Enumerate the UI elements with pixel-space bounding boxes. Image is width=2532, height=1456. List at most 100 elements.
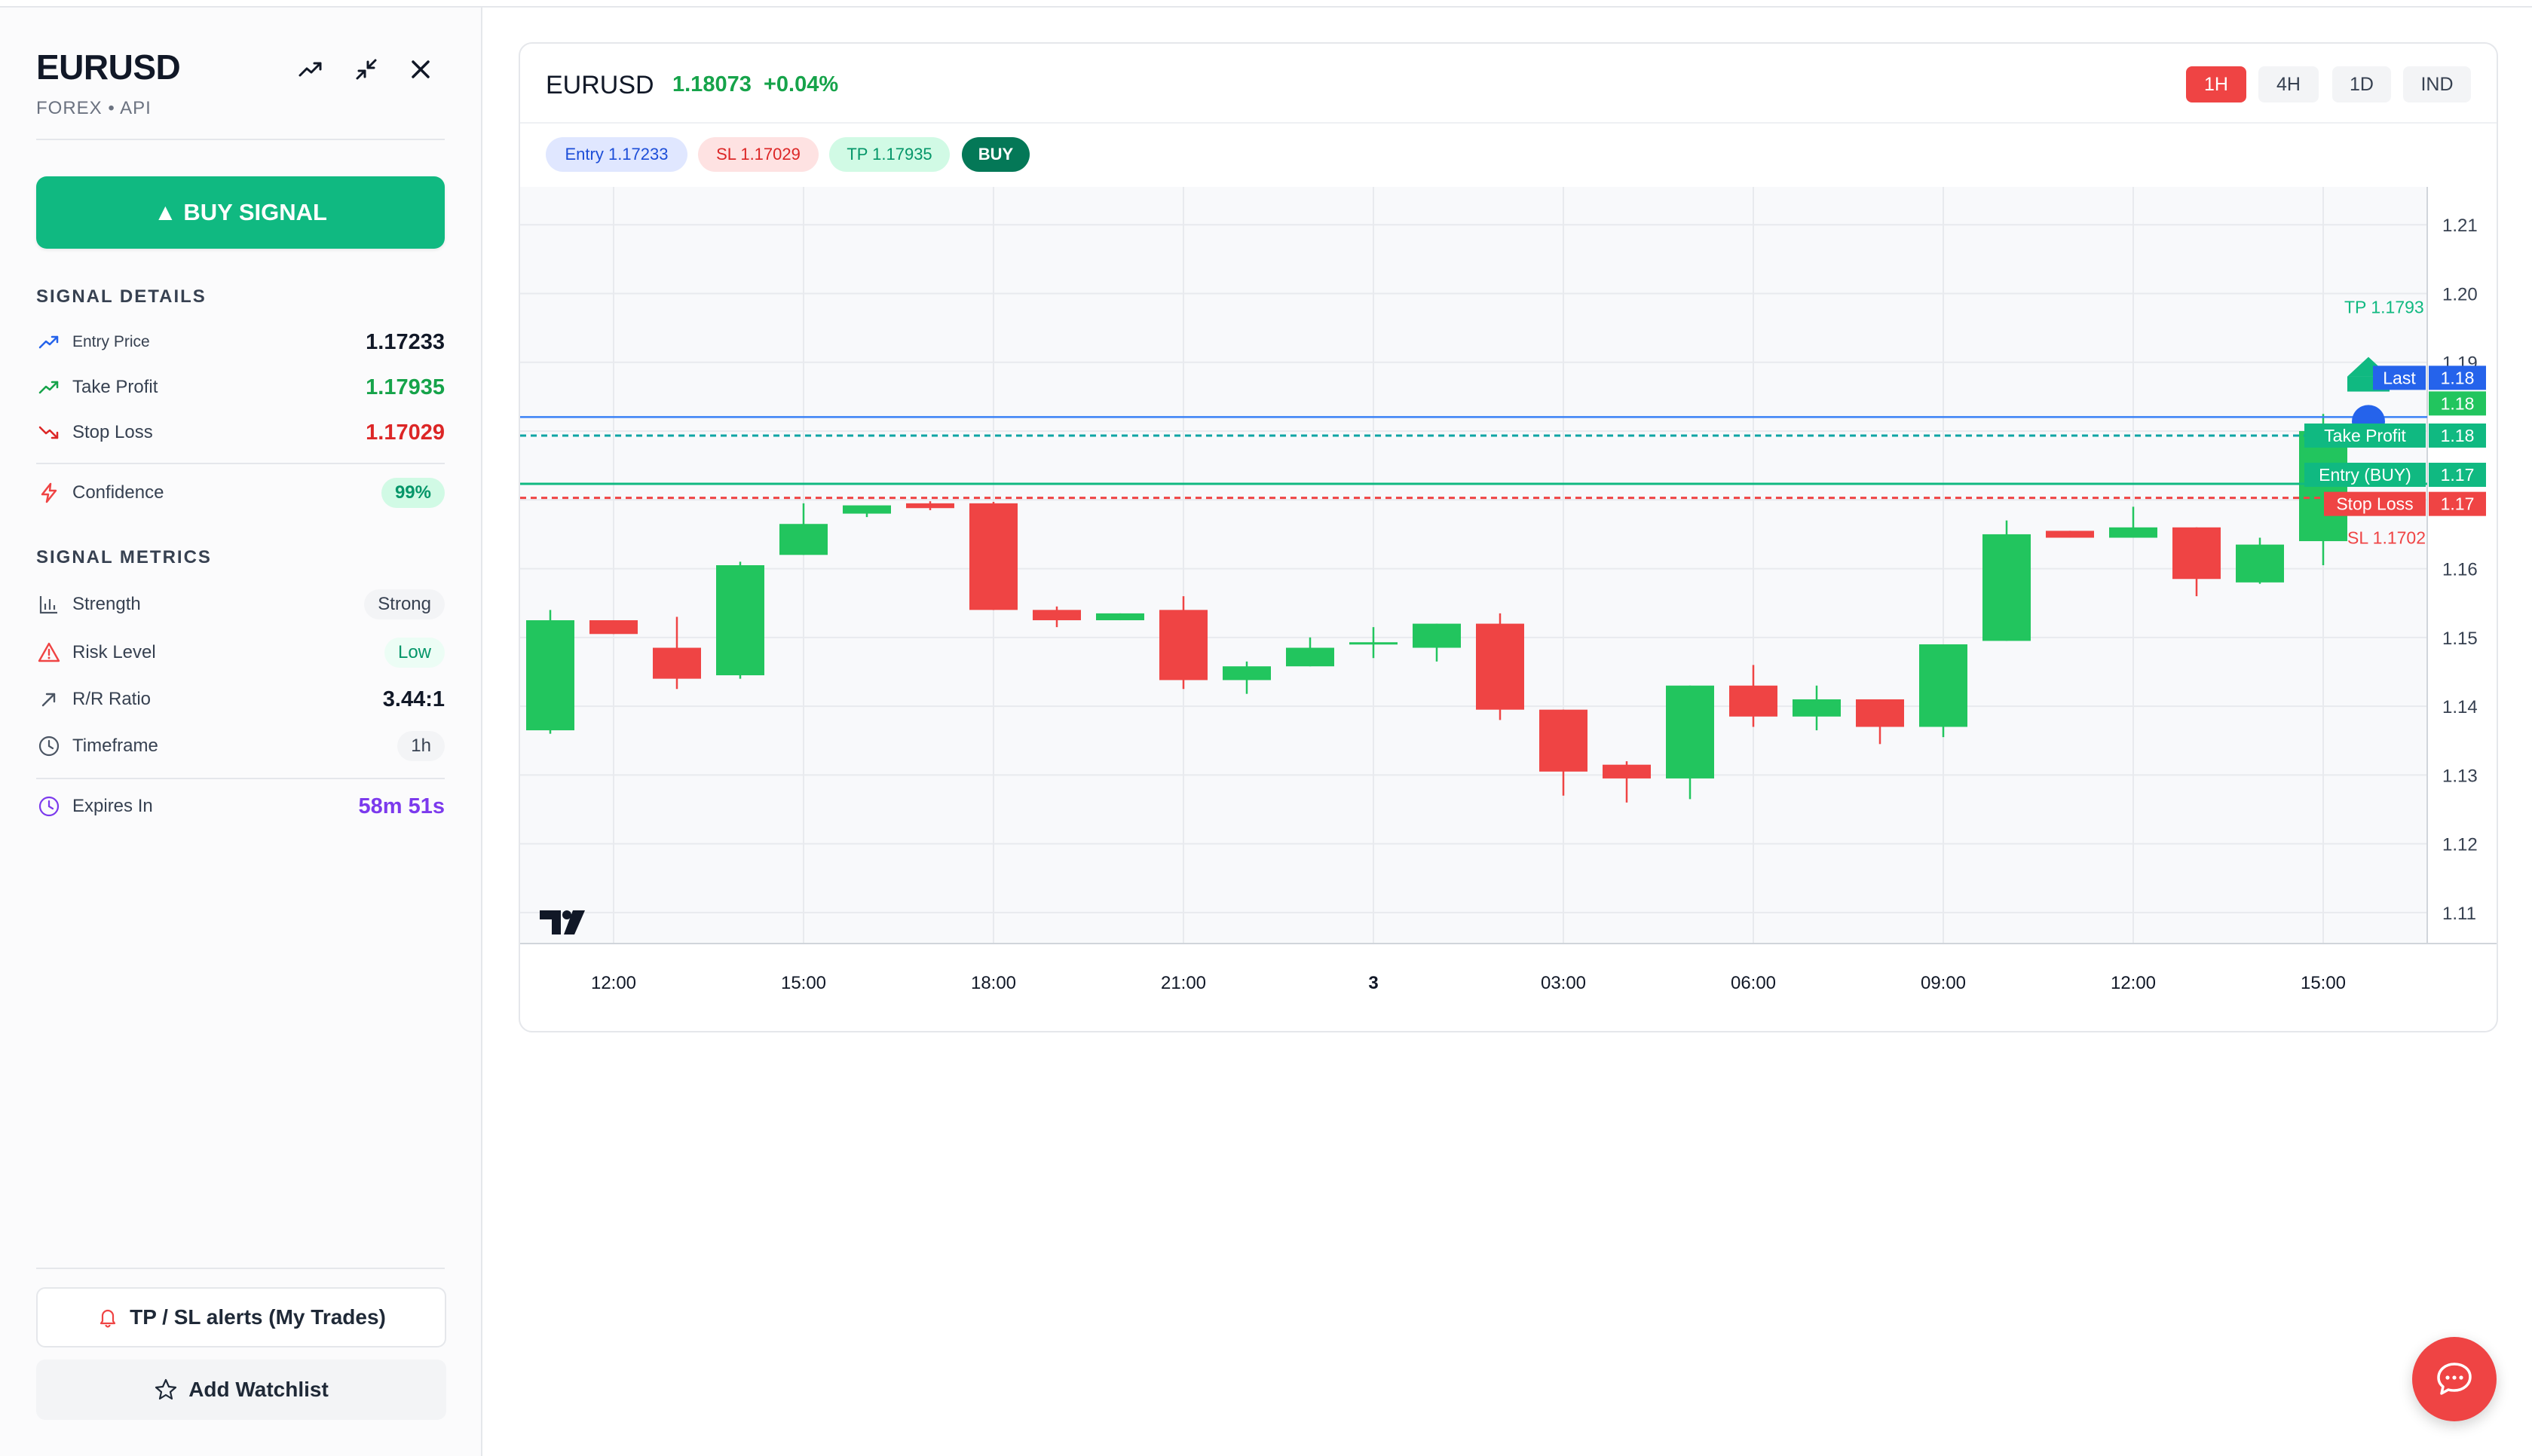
stop-loss-badge-value: 1.17 (2441, 494, 2475, 514)
entry-badge-value-bg (2429, 463, 2486, 488)
current-price-badge-value: 1.18 (2441, 393, 2475, 413)
signal-sidebar: EURUSD FOREX • API ▲ BUY SIGNAL SIGNAL D… (0, 8, 482, 1456)
buy-signal-button[interactable]: ▲ BUY SIGNAL (36, 176, 445, 249)
expires-label: Expires In (72, 796, 153, 816)
candle-body (1033, 610, 1081, 621)
tp-sl-alerts-label: TP / SL alerts (My Trades) (130, 1305, 386, 1329)
y-axis-tick-label: 1.15 (2442, 629, 2478, 649)
arrow-up-right-icon (36, 687, 62, 712)
timeframe-1h-button[interactable]: 1H (2186, 66, 2246, 102)
confidence-label: Confidence (72, 482, 164, 503)
x-axis-tick-label: 18:00 (971, 973, 1016, 993)
candle-body (2046, 531, 2094, 538)
logo-part (562, 910, 571, 919)
chart-price: 1.18073 +0.04% (672, 72, 838, 97)
x-axis-tick-label: 06:00 (1731, 973, 1776, 993)
candle-body (1539, 709, 1587, 772)
candle-body (716, 565, 764, 676)
candle-body (1856, 699, 1904, 727)
candle-body (1413, 623, 1461, 648)
candle-body (1603, 764, 1651, 778)
entry-price-row: Entry Price 1.17233 (36, 327, 445, 357)
x-axis-tick-label: 03:00 (1541, 973, 1586, 993)
x-axis-tick-label: 3 (1368, 973, 1378, 993)
chart-symbol: EURUSD (546, 71, 654, 99)
last-price: 1.18073 (672, 72, 752, 96)
candle-body (653, 647, 701, 679)
candle-body (2109, 527, 2157, 538)
chart-card: EURUSD 1.18073 +0.04% 1H 4H 1D IND Entry… (519, 42, 2498, 1032)
entry-price-value: 1.17233 (366, 329, 445, 354)
signal-metrics-heading: SIGNAL METRICS (36, 547, 212, 567)
x-axis-tick-label: 12:00 (591, 973, 636, 993)
take-profit-row: Take Profit 1.17935 (36, 372, 445, 402)
symbol-subtitle: FOREX • API (36, 98, 152, 118)
last-price-badge: Last 1.18 (2373, 366, 2486, 390)
timeframe-1d-button[interactable]: 1D (2332, 66, 2391, 102)
logo-part (540, 910, 561, 934)
y-axis-tick-label: 1.16 (2442, 560, 2478, 580)
x-axis-tick-label: 21:00 (1161, 973, 1206, 993)
price-change: +0.04% (763, 72, 839, 96)
strength-badge: Strong (364, 589, 445, 619)
entry-badge: Entry (BUY) 1.17 (2304, 463, 2486, 488)
candle-body (589, 620, 638, 635)
expires-countdown: 58m 51s (358, 794, 445, 818)
y-axis-tick-label: 1.13 (2442, 766, 2478, 786)
last-price-badge-value: 1.18 (2441, 368, 2475, 387)
candle-body (1223, 666, 1271, 681)
strength-row: Strength Strong (36, 589, 445, 619)
timeframe-4h-button[interactable]: 4H (2258, 66, 2319, 102)
collapse-icon[interactable] (351, 54, 381, 84)
chat-button[interactable] (2412, 1337, 2497, 1421)
close-icon[interactable] (406, 54, 436, 84)
entry-badge-name-bg (2304, 463, 2426, 488)
candle-body (1096, 613, 1144, 621)
entry-badge-name: Entry (BUY) (2319, 465, 2411, 485)
entry-price-label: Entry Price (72, 333, 150, 350)
clock-icon (36, 794, 62, 819)
current-price-badge-value-bg (2429, 391, 2486, 416)
stop-loss-value: 1.17029 (366, 420, 445, 445)
trend-icon[interactable] (295, 54, 326, 84)
rr-ratio-value: 3.44:1 (382, 687, 445, 711)
confidence-row: Confidence 99% (36, 478, 445, 508)
candle-body (1286, 647, 1334, 667)
indicators-button[interactable]: IND (2403, 66, 2471, 102)
star-icon (154, 1378, 178, 1402)
y-axis-tick-label: 1.20 (2442, 284, 2478, 304)
candle-body (843, 505, 891, 514)
take-profit-label: Take Profit (72, 377, 158, 397)
add-watchlist-button[interactable]: Add Watchlist (36, 1360, 446, 1420)
sl-chart-label: SL 1.1702 (2347, 528, 2426, 548)
take-profit-badge-name-bg (2304, 423, 2426, 448)
candle-body (1793, 699, 1841, 717)
side-badge: BUY (962, 137, 1030, 172)
last-price-badge-name-bg (2373, 366, 2426, 390)
tp-chart-label: TP 1.1793 (2344, 297, 2424, 317)
candle-body (526, 620, 574, 731)
rr-ratio-label: R/R Ratio (72, 689, 152, 709)
y-axis-tick-label: 1.11 (2442, 904, 2476, 924)
sl-tag: SL 1.17029 (698, 137, 819, 172)
take-profit-badge-value-bg (2429, 423, 2486, 448)
chart-svg[interactable]: 1.211.201.191.181.171.161.151.141.131.12… (520, 187, 2497, 1031)
divider (36, 463, 445, 464)
last-price-badge-value-bg (2429, 366, 2486, 390)
x-axis-tick-label: 15:00 (781, 973, 826, 993)
candlestick-chart[interactable]: 1.211.201.191.181.171.161.151.141.131.12… (520, 187, 2497, 1031)
divider (36, 139, 445, 140)
chat-icon (2433, 1358, 2475, 1400)
window-top-border (0, 0, 2532, 8)
expires-row: Expires In 58m 51s (36, 791, 445, 821)
chart-header: EURUSD 1.18073 +0.04% 1H 4H 1D IND (520, 44, 2497, 124)
stop-loss-row: Stop Loss 1.17029 (36, 418, 445, 448)
stop-loss-badge-value-bg (2429, 491, 2486, 516)
x-axis-tick-label: 09:00 (1921, 973, 1966, 993)
tradingview-logo-icon (540, 910, 585, 934)
tp-sl-alerts-button[interactable]: TP / SL alerts (My Trades) (36, 1287, 446, 1347)
plot-background (520, 187, 2427, 944)
candle-body (1919, 644, 1967, 727)
y-axis-tick-label: 1.12 (2442, 835, 2478, 855)
entry-badge-value: 1.17 (2441, 465, 2475, 485)
